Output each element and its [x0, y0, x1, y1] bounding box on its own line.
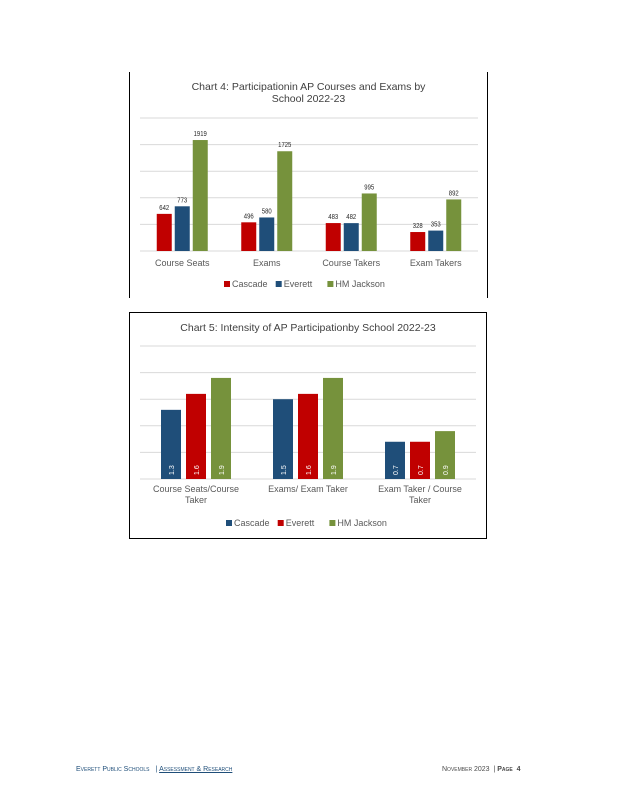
bar-hm-jackson: [446, 199, 462, 251]
category-label: Taker: [185, 495, 207, 505]
footer-org: Everett Public Schools: [76, 766, 150, 773]
data-label: 773: [177, 197, 187, 205]
bar-everett: [298, 393, 318, 479]
category-label: Exam Taker / Course: [378, 484, 462, 494]
data-label: 642: [159, 204, 169, 212]
data-label: 483: [328, 214, 338, 222]
category-label: Exams: [253, 258, 281, 268]
category-label: Course Takers: [322, 258, 380, 268]
bar-everett: [343, 223, 359, 251]
footer-dept-link[interactable]: Assessment & Research: [159, 766, 233, 773]
chart-5: Chart 5: Intensity of AP Participationby…: [129, 312, 487, 539]
category-label: Exam Takers: [410, 258, 462, 268]
legend-label: Cascade: [234, 518, 270, 528]
data-label: 1.6: [306, 465, 313, 475]
bar-cascade: [156, 213, 172, 251]
legend-swatch: [224, 281, 230, 287]
bar-hm-jackson: [192, 140, 208, 251]
data-label: 0.9: [443, 465, 450, 475]
data-label: 1919: [194, 131, 208, 139]
chart-4-title-line-1: Chart 4: Participationin AP Courses and …: [191, 81, 426, 93]
bar-cascade: [241, 222, 257, 251]
data-label: 580: [262, 208, 272, 216]
chart-5-title: Chart 5: Intensity of AP Participationby…: [180, 322, 436, 334]
chart-4-plot: 642 773 1919 Course Seats 496 580 1725 Exams 483…: [140, 117, 478, 289]
bar-everett: [186, 393, 206, 479]
bar-everett: [174, 206, 190, 251]
bar-hm-jackson: [211, 377, 231, 479]
legend-label: HM Jackson: [337, 518, 387, 528]
data-label: 1725: [278, 142, 292, 150]
data-label: 1.9: [331, 465, 338, 475]
legend-swatch: [275, 281, 282, 287]
data-label: 0.7: [393, 465, 400, 475]
footer-date: November 2023: [442, 766, 490, 773]
legend-label: Everett: [284, 279, 313, 289]
legend-label: Cascade: [232, 279, 268, 289]
data-label: 995: [364, 184, 374, 192]
footer-page-number: 4: [516, 766, 521, 773]
legend-swatch: [226, 520, 232, 526]
bar-everett: [410, 441, 430, 479]
bar-hm-jackson: [361, 193, 377, 251]
legend-swatch: [329, 520, 336, 526]
footer-right: November 2023 | Page 4: [442, 766, 521, 773]
bar-everett: [259, 217, 275, 251]
chart-4: Chart 4: Participationin AP Courses and …: [129, 72, 488, 298]
bar-cascade: [273, 399, 293, 479]
bar-hm-jackson: [323, 377, 343, 479]
category-label: Exams/ Exam Taker: [268, 484, 348, 494]
data-label: 328: [413, 223, 423, 231]
footer-page-label: Page: [497, 766, 513, 773]
data-label: 0.7: [418, 465, 425, 475]
legend-swatch: [327, 281, 334, 287]
bar-cascade: [410, 232, 426, 251]
data-label: 1.3: [169, 465, 176, 475]
data-label: 1.5: [281, 465, 288, 475]
bar-cascade: [161, 409, 181, 479]
data-label: 482: [346, 214, 356, 222]
footer-separator: |: [155, 766, 158, 773]
bar-hm-jackson: [277, 151, 293, 251]
data-label: 1.9: [219, 465, 226, 475]
category-label: Taker: [409, 495, 431, 505]
bar-everett: [428, 230, 444, 251]
data-label: 1.6: [194, 465, 201, 475]
legend-swatch: [277, 520, 284, 526]
category-label: Course Seats: [155, 258, 210, 268]
bar-hm-jackson: [435, 431, 455, 479]
data-label: 892: [449, 190, 459, 198]
legend-label: Everett: [286, 518, 315, 528]
bar-cascade: [325, 223, 341, 251]
legend-label: HM Jackson: [335, 279, 385, 289]
data-label: 353: [431, 221, 441, 229]
chart-4-title: Chart 4: Participationin AP Courses and …: [130, 81, 487, 105]
data-label: 496: [244, 213, 254, 221]
footer-left: Everett Public Schools | Assessment & Re…: [76, 766, 232, 773]
chart-4-title-line-2: School 2022-23: [271, 93, 346, 105]
bar-cascade: [385, 441, 405, 479]
footer-pipe: |: [493, 766, 496, 773]
category-label: Course Seats/Course: [153, 484, 239, 494]
